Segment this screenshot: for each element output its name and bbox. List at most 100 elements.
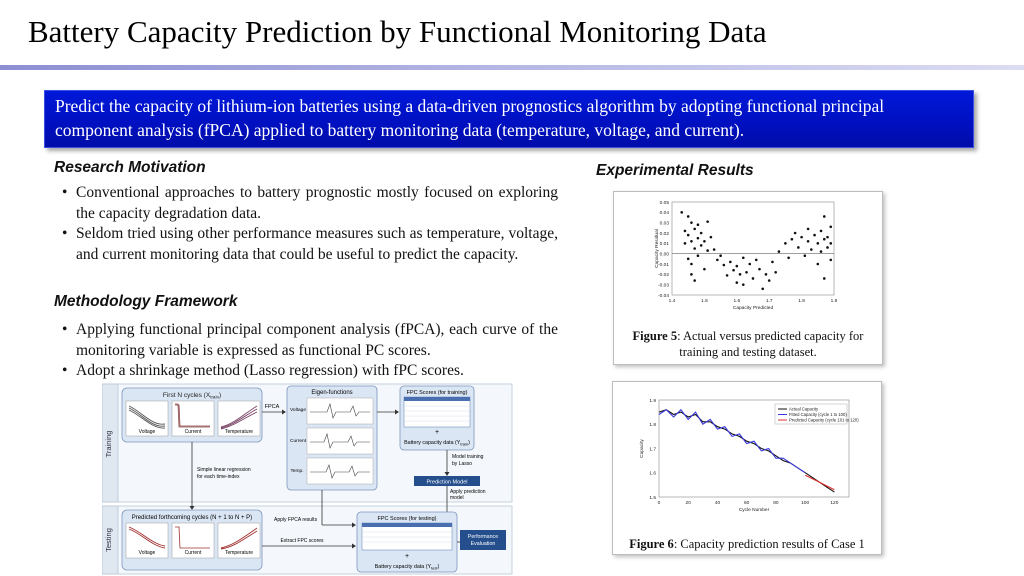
scatter-point (758, 267, 761, 271)
scatter-point (829, 225, 833, 229)
fpc-testing-label: FPC Scores (for testing) (378, 516, 437, 522)
x-tick-label: 20 (686, 500, 692, 506)
temperature-label: Temperature (225, 429, 253, 435)
y-tick-label: 0.02 (660, 231, 670, 237)
eigen-label: Eigen-functions (311, 390, 352, 396)
figure6-text: : Capacity prediction results of Case 1 (673, 537, 865, 551)
legend-entry: Actual Capacity (789, 407, 819, 412)
scatter-point (806, 239, 810, 243)
scatter-point (777, 250, 781, 253)
scatter-point (729, 260, 732, 264)
y-axis-label: Capacity Residual (654, 229, 660, 268)
methodology-heading: Methodology Framework (54, 293, 238, 310)
y-tick-label: 1.6 (649, 471, 656, 477)
scatter-point (761, 287, 765, 291)
x-tick-label: 1.7 (766, 298, 773, 304)
x-tick-label: 100 (801, 500, 809, 506)
series-line (658, 408, 806, 474)
residual-scatter-chart: 0.05 0.04 0.03 0.02 0.01 0.00 -0.01 -0.02 -0.03 -… (654, 200, 838, 311)
scatter-point (793, 231, 797, 235)
scatter-point (819, 250, 823, 253)
scatter-point (725, 274, 729, 277)
current-curves (175, 403, 210, 428)
battery-test-label: Battery capacity data (Ytest) (375, 564, 440, 571)
capacity-prediction-chart: 1.9 1.8 1.7 1.6 1.50 20 40 60 80 100 120 Cycle Numb… (639, 398, 859, 513)
scatter-point (751, 277, 755, 280)
scatter-point (754, 258, 758, 262)
x-tick-label: 0 (658, 500, 661, 506)
scatter-point (680, 211, 684, 214)
pred-voltage-label: Voltage (139, 550, 156, 556)
y-tick-label: 0.00 (660, 251, 670, 257)
temperature-curves (220, 405, 258, 430)
scatter-point (774, 270, 777, 274)
legend-box (774, 403, 848, 425)
scatter-point (699, 231, 703, 235)
testing-tab (102, 505, 119, 575)
scatter-point (741, 256, 745, 260)
scatter-point (699, 244, 703, 247)
title-divider (0, 65, 1024, 70)
y-tick-label: -0.03 (658, 282, 669, 288)
legend-entry: Predicted Capacity (cycle 101 to 120) (789, 418, 859, 423)
scatter-point (819, 229, 823, 233)
figure6-panel: 1.9 1.8 1.7 1.6 1.5 0 20 40 60 80 100 120 Cycle Numb… (612, 381, 882, 555)
eigen-current-curve (310, 432, 370, 449)
eigen-temp-curve (310, 464, 370, 479)
motivation-item: Conventional approaches to battery progn… (62, 183, 558, 224)
scatter-point (829, 258, 833, 262)
x-tick-label: 40 (715, 500, 721, 506)
scatter-point (722, 263, 726, 267)
scatter-point (696, 236, 700, 240)
prediction-model-label: Prediction Model (427, 480, 468, 486)
performance-box (460, 530, 506, 550)
fpc-training-table (403, 396, 471, 428)
scatter-point (784, 242, 787, 245)
apply-prediction-1: Apply prediction (450, 489, 486, 495)
model-training-label-1: Model training (452, 454, 484, 460)
scatter-point (735, 281, 739, 284)
figure5-label: Figure 5 (632, 329, 678, 343)
scatter-point (816, 242, 820, 245)
page-title: Battery Capacity Prediction by Functiona… (28, 14, 767, 49)
summary-banner: Predict the capacity of lithium-ion batt… (44, 90, 974, 148)
training-tab (102, 383, 119, 503)
x-tick-label: 120 (830, 500, 838, 506)
battery-train-label: Battery capacity data (Ytrain) (404, 440, 470, 447)
x-axis-label: Cycle Number (739, 507, 770, 513)
x-tick-label: 1.5 (701, 298, 708, 304)
scatter-point (696, 254, 700, 258)
scatter-point (741, 283, 745, 286)
x-tick-label: 1.8 (798, 298, 805, 304)
x-tick-label: 80 (773, 500, 779, 506)
scatter-point (826, 235, 829, 239)
x-tick-label: 1.9 (831, 298, 838, 304)
scatter-point (716, 258, 719, 262)
eigen-current-plot (306, 427, 374, 455)
eig-voltage-label: Voltage (290, 407, 306, 413)
eig-temp-label: Temp. (290, 468, 303, 474)
fpc-training-label: FPC Scores (for training) (407, 390, 468, 396)
x-axis-label: Capacity Predicted (733, 305, 774, 311)
simple-lr-1: Simple linear regression (197, 467, 251, 473)
x-tick-label: 60 (744, 500, 750, 506)
voltage-curves (128, 405, 166, 429)
scatter-point (690, 273, 693, 276)
y-tick-label: 1.7 (649, 446, 656, 452)
scatter-point (797, 246, 800, 249)
pred-temperature-label: Temperature (225, 550, 253, 556)
legend-entry: Fitted Capacity (cycle 1 to 100) (789, 412, 847, 417)
prediction-model-box (414, 476, 480, 486)
scatter-point (816, 262, 820, 266)
motivation-item: Seldom tried using other performance mea… (62, 224, 558, 265)
scatter-point (732, 268, 735, 272)
scatter-point (693, 227, 696, 231)
scatter-point (790, 237, 794, 241)
performance-label-2: Evaluation (471, 541, 496, 547)
figure6-label: Figure 6 (629, 537, 674, 551)
motivation-list: Conventional approaches to battery progn… (62, 183, 558, 265)
apply-prediction-2: model (450, 495, 464, 501)
scatter-point (712, 248, 716, 251)
scatter-point (800, 235, 803, 239)
scatter-point (748, 262, 752, 266)
